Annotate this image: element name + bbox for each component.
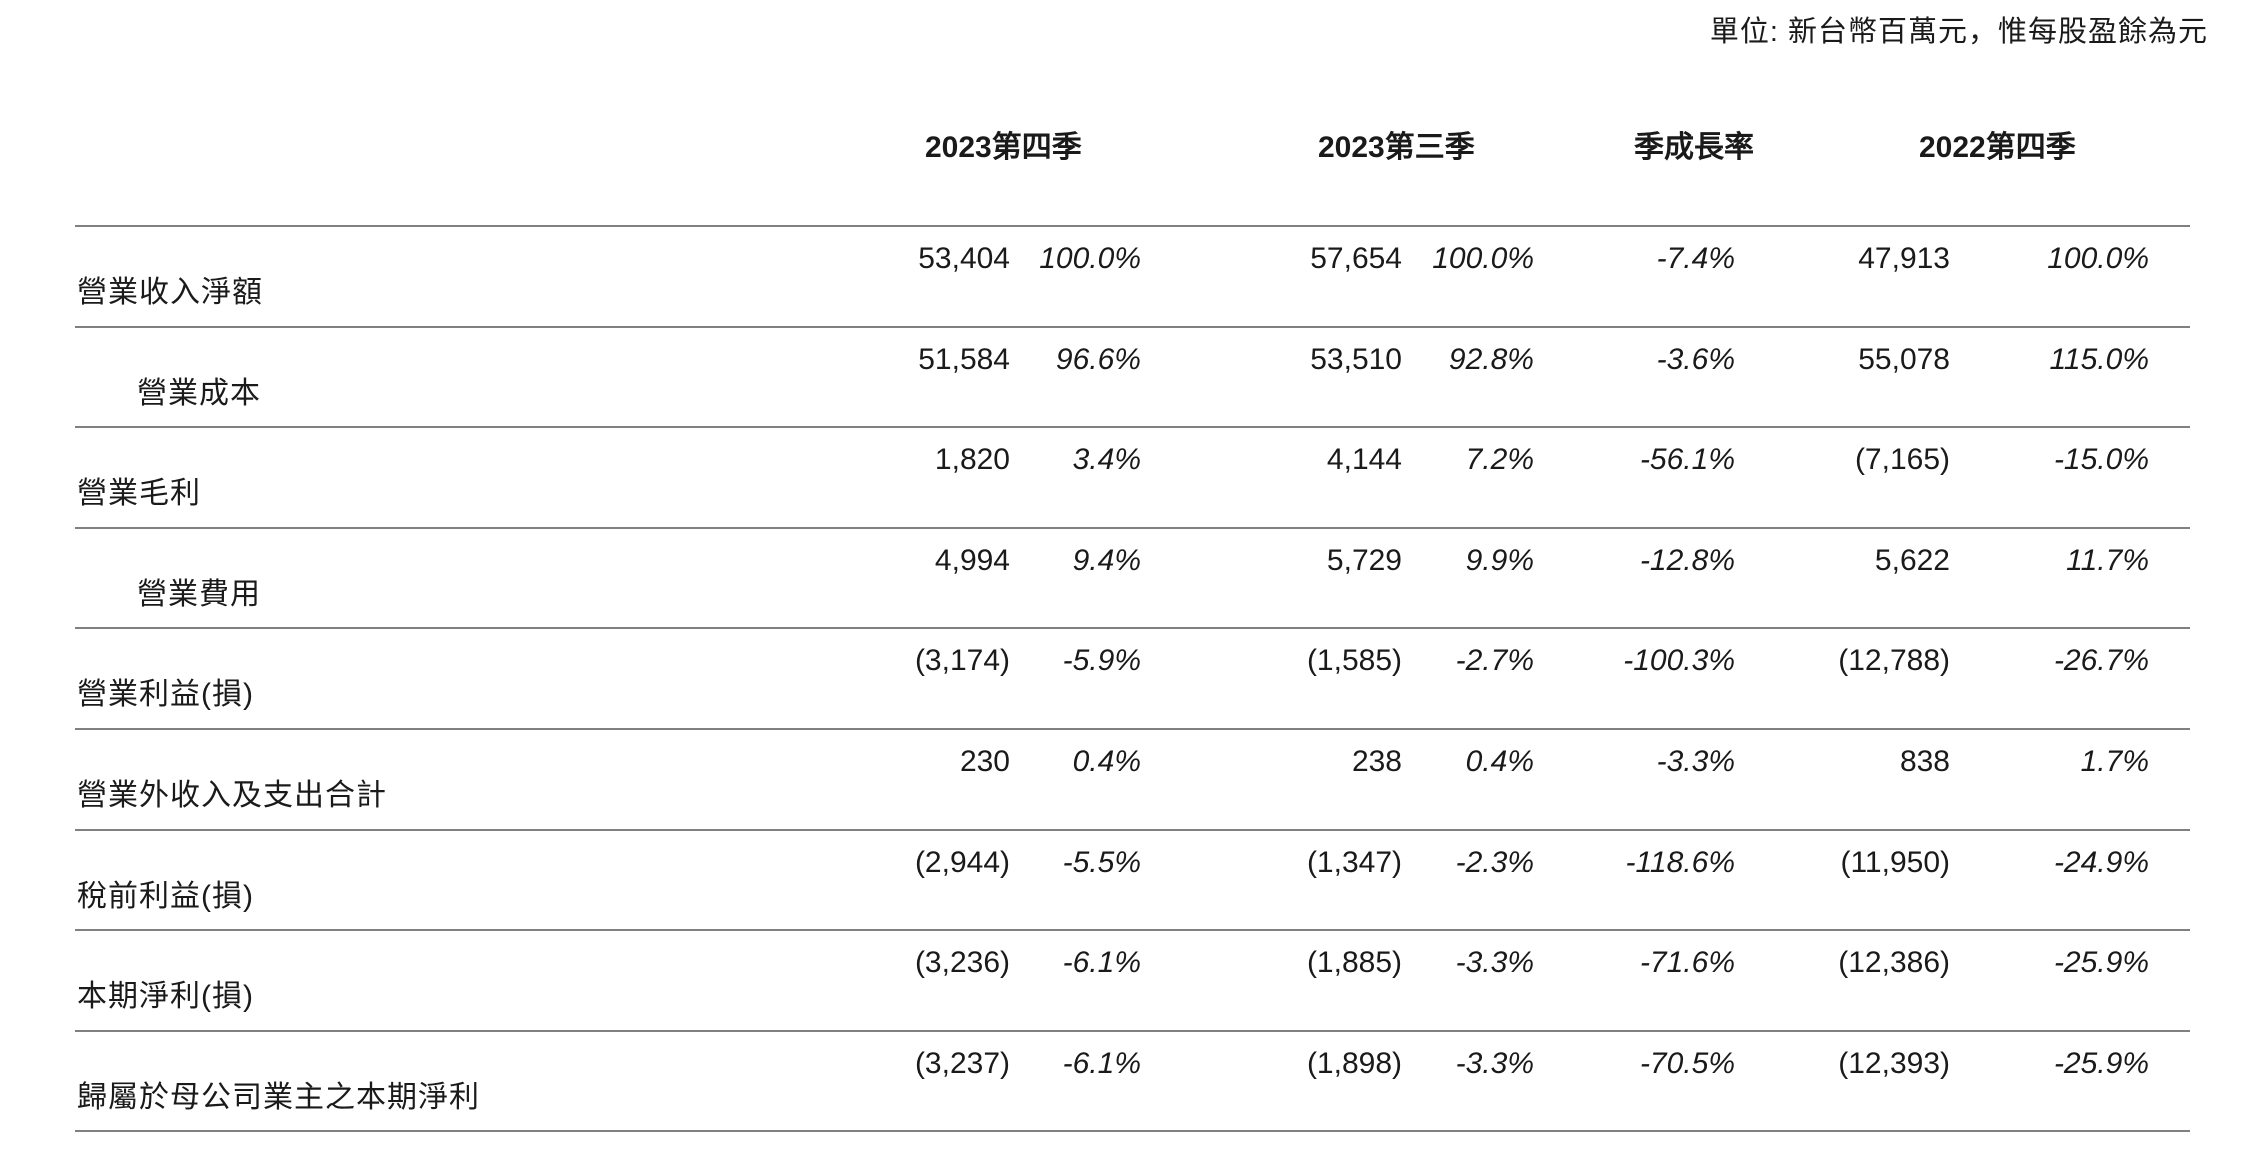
value-2022-q4: (12,393) [1838, 1046, 1950, 1080]
row-label: 營業費用 [137, 577, 261, 611]
row-label: 營業成本 [137, 376, 261, 410]
table-row-net-revenue: 營業收入淨額 53,404 100.0% 57,654 100.0% -7.4%… [75, 226, 2190, 327]
column-header-2023-q3: 2023第三季 [1318, 131, 1475, 164]
column-header-2023-q4: 2023第四季 [925, 131, 1082, 164]
row-label: 營業收入淨額 [77, 276, 263, 309]
pct-2022-q4: 115.0% [2049, 342, 2149, 376]
qoq-growth: -100.3% [1623, 644, 1735, 678]
value-2023-q3: 238 [1351, 744, 1402, 778]
pct-2022-q4: 11.7% [2066, 543, 2149, 577]
row-label: 營業外收入及支出合計 [77, 778, 387, 812]
pct-2023-q4: 0.4% [1072, 744, 1141, 778]
table-row-non-operating-items: 營業外收入及支出合計 230 0.4% 238 0.4% -3.3% 838 1… [75, 729, 2190, 830]
value-2023-q4: (3,237) [914, 1046, 1010, 1080]
column-header-2022-q4: 2022第四季 [1919, 131, 2076, 164]
value-2023-q3: 5,729 [1326, 543, 1402, 577]
pct-2023-q4: -6.1% [1062, 1046, 1141, 1080]
pct-2023-q3: 100.0% [1432, 242, 1534, 275]
row-label: 營業毛利 [77, 477, 201, 511]
pct-2022-q4: -25.9% [2053, 946, 2149, 980]
row-label: 歸屬於母公司業主之本期淨利 [77, 1080, 480, 1114]
value-2023-q4: 53,404 [918, 242, 1010, 275]
pct-2022-q4: -25.9% [2053, 1046, 2149, 1080]
qoq-growth: -3.3% [1656, 744, 1735, 778]
pct-2023-q3: 9.9% [1465, 543, 1534, 577]
value-2023-q3: 53,510 [1310, 342, 1402, 376]
value-2023-q4: 51,584 [918, 342, 1010, 376]
table-row-net-income-attributable-to-parent: 歸屬於母公司業主之本期淨利 (3,237) -6.1% (1,898) -3.3… [75, 1031, 2190, 1132]
pct-2022-q4: -26.7% [2053, 644, 2149, 678]
qoq-growth: -3.6% [1656, 342, 1735, 376]
pct-2023-q4: -5.5% [1062, 845, 1141, 879]
value-2022-q4: 838 [1899, 744, 1950, 778]
qoq-growth: -71.6% [1639, 946, 1735, 980]
row-label: 本期淨利(損) [77, 980, 254, 1014]
row-label: 稅前利益(損) [77, 879, 254, 913]
value-2023-q4: (3,236) [914, 946, 1010, 980]
table-row-gross-profit: 營業毛利 1,820 3.4% 4,144 7.2% -56.1% (7,165… [75, 427, 2190, 528]
value-2023-q3: (1,898) [1306, 1046, 1402, 1080]
qoq-growth: -56.1% [1639, 443, 1735, 477]
value-2023-q4: (3,174) [914, 644, 1010, 678]
pct-2023-q3: 0.4% [1465, 744, 1534, 778]
row-label: 營業利益(損) [77, 678, 254, 712]
pct-2023-q4: 3.4% [1072, 443, 1141, 477]
pct-2022-q4: 1.7% [2080, 744, 2149, 778]
value-2023-q4: 4,994 [934, 543, 1010, 577]
pct-2023-q4: -5.9% [1062, 644, 1141, 678]
pct-2022-q4: -24.9% [2053, 845, 2149, 879]
pct-2023-q4: 9.4% [1072, 543, 1141, 577]
value-2023-q3: (1,585) [1306, 644, 1402, 678]
pct-2023-q4: 100.0% [1039, 242, 1141, 275]
value-2023-q3: 4,144 [1326, 443, 1402, 477]
financial-results-table: 營業收入淨額 53,404 100.0% 57,654 100.0% -7.4%… [75, 225, 2190, 1132]
pct-2022-q4: -15.0% [2053, 443, 2149, 477]
value-2023-q4: (2,944) [914, 845, 1010, 879]
table-row-operating-cost: 營業成本 51,584 96.6% 53,510 92.8% -3.6% 55,… [75, 327, 2190, 428]
table-row-operating-income: 營業利益(損) (3,174) -5.9% (1,585) -2.7% -100… [75, 628, 2190, 729]
pct-2023-q3: 92.8% [1448, 342, 1534, 376]
qoq-growth: -12.8% [1639, 543, 1735, 577]
pct-2023-q3: -3.3% [1455, 1046, 1534, 1080]
table-row-pretax-income: 稅前利益(損) (2,944) -5.5% (1,347) -2.3% -118… [75, 830, 2190, 931]
value-2023-q3: (1,885) [1306, 946, 1402, 980]
value-2023-q3: (1,347) [1306, 845, 1402, 879]
qoq-growth: -118.6% [1625, 845, 1735, 879]
value-2022-q4: (12,386) [1838, 946, 1950, 980]
pct-2023-q3: -2.3% [1455, 845, 1534, 879]
value-2022-q4: 55,078 [1858, 342, 1950, 376]
value-2022-q4: 47,913 [1858, 242, 1950, 275]
value-2022-q4: 5,622 [1874, 543, 1950, 577]
pct-2022-q4: 100.0% [2047, 242, 2149, 275]
qoq-growth: -70.5% [1639, 1046, 1735, 1080]
table-row-operating-expenses: 營業費用 4,994 9.4% 5,729 9.9% -12.8% 5,622 … [75, 528, 2190, 629]
pct-2023-q3: -2.7% [1455, 644, 1534, 678]
pct-2023-q4: 96.6% [1055, 342, 1141, 376]
value-2023-q4: 1,820 [934, 443, 1010, 477]
qoq-growth: -7.4% [1656, 242, 1735, 275]
table-row-net-income: 本期淨利(損) (3,236) -6.1% (1,885) -3.3% -71.… [75, 930, 2190, 1031]
pct-2023-q3: 7.2% [1465, 443, 1534, 477]
value-2022-q4: (7,165) [1854, 443, 1950, 477]
pct-2023-q3: -3.3% [1455, 946, 1534, 980]
value-2023-q4: 230 [959, 744, 1010, 778]
value-2022-q4: (12,788) [1838, 644, 1950, 678]
pct-2023-q4: -6.1% [1062, 946, 1141, 980]
value-2023-q3: 57,654 [1310, 242, 1402, 275]
value-2022-q4: (11,950) [1840, 845, 1950, 879]
column-header-qoq-growth: 季成長率 [1634, 131, 1754, 164]
unit-note: 單位: 新台幣百萬元，惟每股盈餘為元 [1709, 16, 2208, 48]
